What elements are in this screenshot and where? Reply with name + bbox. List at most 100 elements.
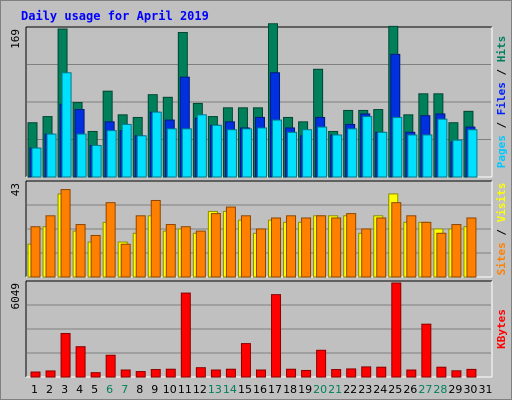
bar-sites-day-12: [195, 230, 206, 278]
bar-sites-day-20: [316, 215, 327, 278]
bar-group: [27, 23, 478, 178]
bar-kbytes-day-2: [45, 370, 56, 378]
bar-kbytes-day-15: [240, 343, 251, 378]
axis-label-part: Sites: [495, 242, 508, 275]
bar-sites-day-8: [135, 215, 146, 278]
bar-sites-day-28: [436, 232, 447, 278]
x-tick-label-day-25: 25: [388, 383, 402, 396]
bar-pages-day-17: [272, 119, 283, 178]
bar-pages-day-26: [407, 134, 418, 178]
axis-label: KBytes: [495, 309, 508, 349]
bar-kbytes-day-28: [436, 366, 447, 378]
bar-kbytes-day-29: [451, 370, 462, 378]
x-tick-label-day-5: 5: [91, 383, 98, 396]
bar-kbytes-day-17: [271, 294, 282, 378]
bar-kbytes-day-25: [391, 282, 402, 378]
bar-sites-day-19: [301, 217, 312, 278]
x-tick-label-day-2: 2: [46, 383, 53, 396]
bar-sites-day-13: [210, 213, 221, 278]
bar-sites-day-14: [225, 206, 236, 278]
bar-pages-day-20: [317, 126, 328, 178]
bar-pages-day-16: [256, 127, 267, 178]
bar-group: [30, 282, 477, 378]
x-tick-label-day-29: 29: [448, 383, 462, 396]
axis-label-part: /: [495, 62, 508, 82]
x-tick-label-day-17: 17: [268, 383, 282, 396]
bar-group: [27, 189, 477, 278]
bar-sites-day-10: [165, 224, 176, 278]
x-tick-label-day-26: 26: [403, 383, 417, 396]
bar-kbytes-day-19: [301, 369, 312, 378]
bar-pages-day-22: [347, 128, 358, 178]
x-tick-label-day-19: 19: [298, 383, 312, 396]
bar-pages-day-1: [31, 147, 42, 178]
bar-kbytes-day-13: [210, 369, 221, 378]
bar-kbytes-day-27: [421, 323, 432, 378]
chart-panel-1: 169 Pages / Files / Hits: [9, 23, 508, 178]
axis-label-part: Files: [495, 82, 508, 115]
bar-sites-day-15: [240, 215, 251, 278]
bar-pages-day-10: [166, 128, 177, 178]
x-tick-label-day-31: 31: [478, 383, 492, 396]
x-tick-label-day-4: 4: [76, 383, 83, 396]
bar-pages-day-8: [136, 135, 147, 178]
bar-kbytes-day-30: [466, 368, 477, 378]
chart-panel-3: 6049 KBytes: [9, 280, 508, 378]
bar-kbytes-day-14: [225, 368, 236, 378]
bar-sites-day-30: [466, 217, 477, 278]
bar-kbytes-day-18: [286, 368, 297, 378]
x-tick-label-day-28: 28: [433, 383, 447, 396]
bar-kbytes-day-8: [135, 371, 146, 378]
x-tick-label-day-18: 18: [283, 383, 297, 396]
bar-pages-day-14: [226, 129, 237, 178]
bar-pages-day-4: [76, 133, 87, 178]
bar-sites-day-17: [271, 217, 282, 278]
x-tick-label-day-21: 21: [328, 383, 342, 396]
x-tick-label-day-9: 9: [151, 383, 158, 396]
x-tick-label-day-16: 16: [253, 383, 267, 396]
bar-kbytes-day-12: [195, 367, 206, 378]
bar-kbytes-day-26: [406, 369, 417, 378]
bar-pages-day-28: [437, 118, 448, 178]
axis-label: Sites / Visits: [495, 183, 508, 276]
bar-sites-day-21: [331, 217, 342, 278]
x-tick-label-day-30: 30: [463, 383, 477, 396]
bar-pages-day-25: [392, 116, 403, 178]
bar-pages-day-6: [106, 130, 117, 178]
bar-kbytes-day-9: [150, 369, 161, 378]
bar-kbytes-day-22: [346, 368, 357, 378]
bar-kbytes-day-4: [75, 346, 86, 378]
y-max-label: 43: [9, 183, 22, 196]
x-axis-labels: 1 2 3 4 5 6 7 8 9 10 11 12 13 14 15 16 17 18 19 20 21 22 23 24 2…: [31, 383, 492, 396]
bar-kbytes-day-1: [30, 371, 41, 378]
bar-sites-day-2: [45, 215, 56, 278]
bar-pages-day-2: [46, 133, 57, 178]
bar-pages-day-5: [91, 144, 102, 178]
bar-kbytes-day-7: [120, 369, 131, 378]
bar-sites-day-23: [361, 228, 372, 278]
bar-sites-day-9: [150, 199, 161, 278]
bar-kbytes-day-5: [90, 372, 101, 378]
y-max-label: 169: [9, 29, 22, 49]
bar-pages-day-29: [452, 139, 463, 178]
bar-sites-day-1: [30, 226, 41, 278]
bar-sites-day-5: [90, 234, 101, 278]
y-max-label: 6049: [9, 283, 22, 310]
x-tick-label-day-10: 10: [163, 383, 177, 396]
bar-pages-day-12: [196, 114, 207, 178]
x-tick-label-day-8: 8: [136, 383, 143, 396]
bar-sites-day-7: [120, 243, 131, 278]
bar-pages-day-24: [377, 131, 388, 178]
x-tick-label-day-7: 7: [121, 383, 128, 396]
bar-sites-day-25: [391, 202, 402, 278]
axis-label-part: Pages: [495, 135, 508, 168]
axis-label-part: /: [495, 115, 508, 135]
bar-sites-day-6: [105, 202, 116, 278]
bar-kbytes-day-21: [331, 369, 342, 378]
bar-sites-day-3: [60, 189, 71, 278]
bar-pages-day-13: [211, 124, 222, 178]
bar-pages-day-9: [151, 111, 162, 178]
x-tick-label-day-23: 23: [358, 383, 372, 396]
